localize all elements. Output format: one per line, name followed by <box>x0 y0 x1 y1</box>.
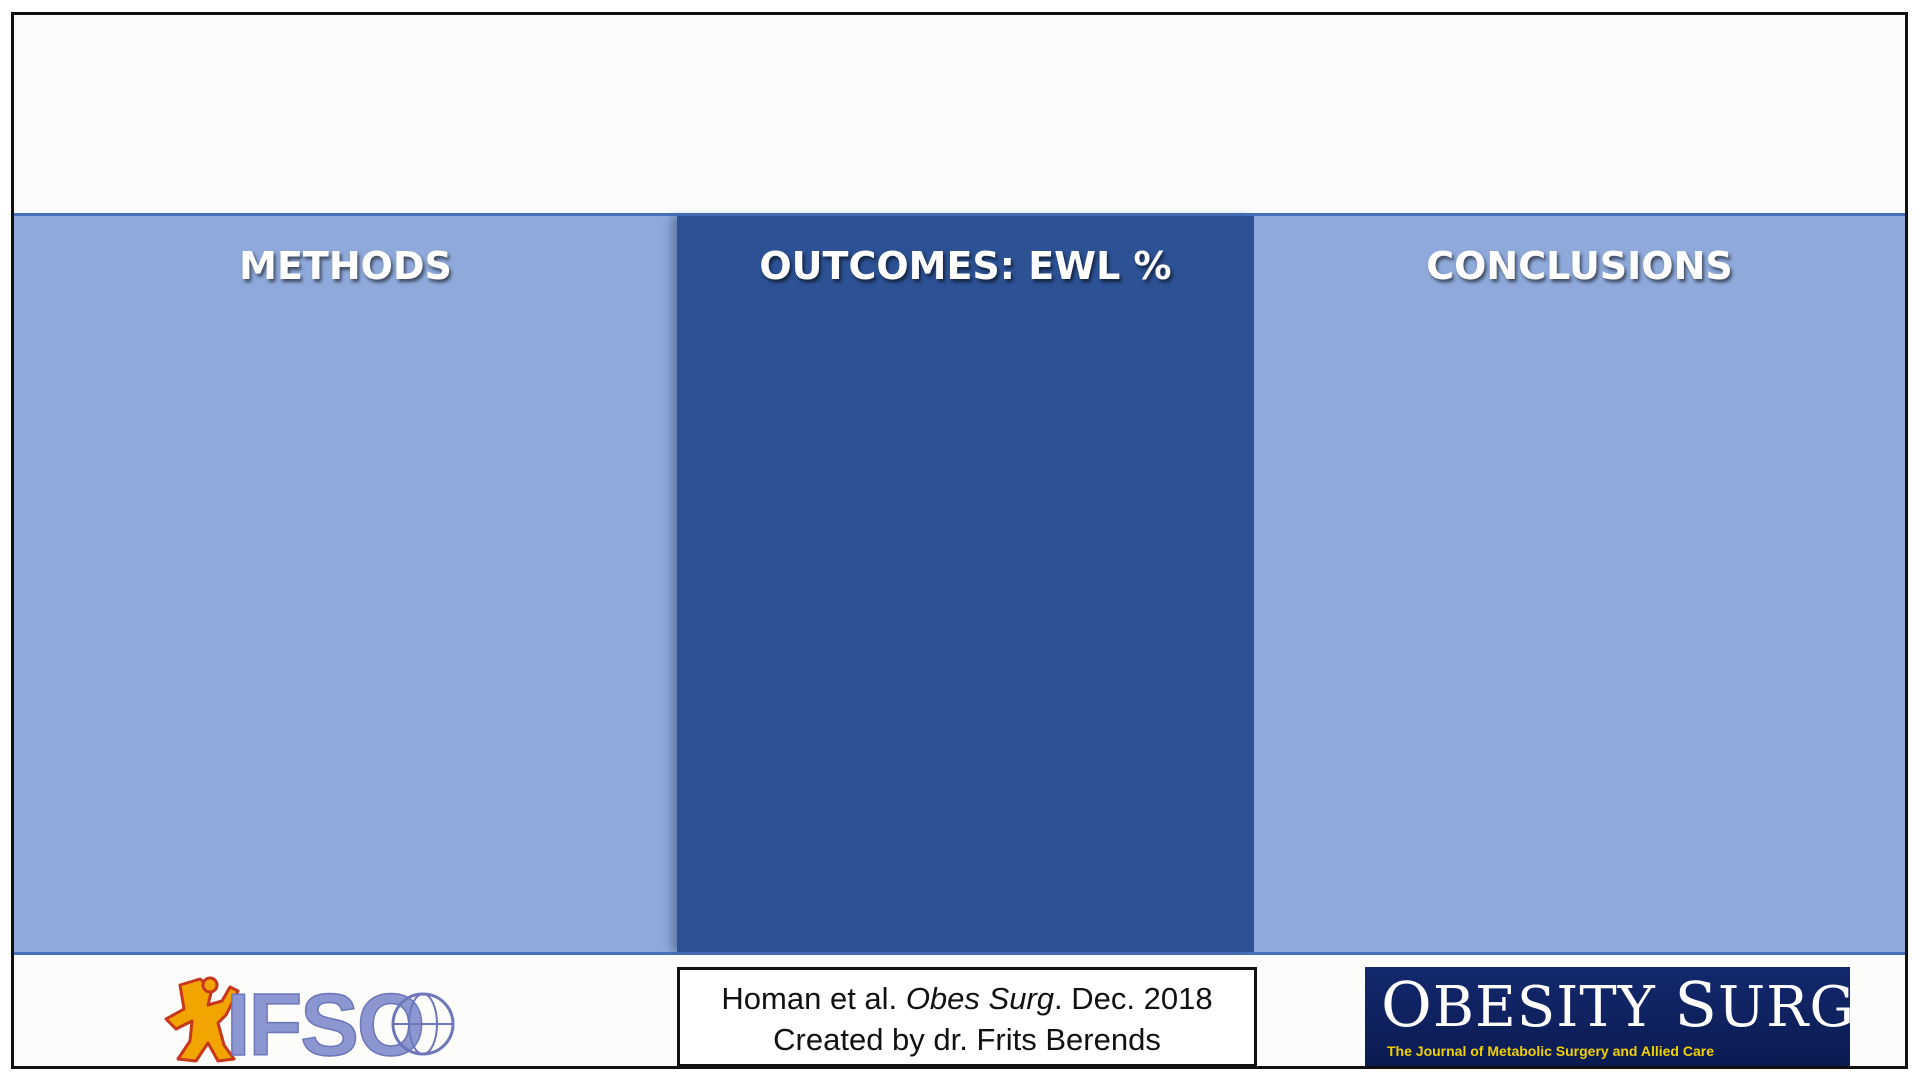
conclusions-panel: CONCLUSIONS <box>1254 216 1905 952</box>
citation-journal: Obes Surg <box>905 981 1055 1016</box>
journal-logo-title: OBESITY SURGERY <box>1381 968 1850 1041</box>
citation-authors: Homan et al. <box>721 981 898 1016</box>
obesity-surgery-journal-logo: OBESITY SURGERY The Journal of Metabolic… <box>1365 967 1850 1066</box>
slide: METHODS OUTCOMES: EWL % CONCLUSIONS IFSO <box>11 12 1908 1069</box>
ifso-logo-text: IFSO <box>226 975 423 1065</box>
journal-logo-subtitle: The Journal of Metabolic Surgery and All… <box>1387 1043 1714 1059</box>
ifso-logo: IFSO <box>164 975 455 1065</box>
footer: IFSO Homan et al. Obes Surg. Dec. 2018 C… <box>14 955 1905 1066</box>
ifso-figure-icon <box>164 976 240 1063</box>
content-panels: METHODS OUTCOMES: EWL % CONCLUSIONS <box>14 213 1905 955</box>
methods-panel: METHODS <box>14 216 677 952</box>
globe-icon <box>391 992 455 1056</box>
conclusions-title: CONCLUSIONS <box>1426 244 1733 288</box>
citation-credit: Created by dr. Frits Berends <box>773 1022 1161 1057</box>
citation-line: Homan et al. Obes Surg. Dec. 2018 <box>680 978 1254 1019</box>
methods-title: METHODS <box>239 244 452 288</box>
outcomes-title: OUTCOMES: EWL % <box>759 244 1172 288</box>
title-area <box>14 15 1905 213</box>
outcomes-panel: OUTCOMES: EWL % <box>677 216 1254 952</box>
citation-date: . Dec. 2018 <box>1054 981 1213 1016</box>
citation-box: Homan et al. Obes Surg. Dec. 2018 Create… <box>677 967 1257 1066</box>
